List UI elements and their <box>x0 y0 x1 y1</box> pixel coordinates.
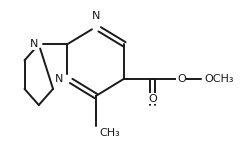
Text: OCH₃: OCH₃ <box>204 74 234 84</box>
Text: O: O <box>177 74 186 84</box>
Text: N: N <box>30 39 38 49</box>
Text: O: O <box>149 94 157 104</box>
Text: N: N <box>92 11 100 21</box>
Text: CH₃: CH₃ <box>99 128 120 138</box>
Text: N: N <box>54 74 63 84</box>
